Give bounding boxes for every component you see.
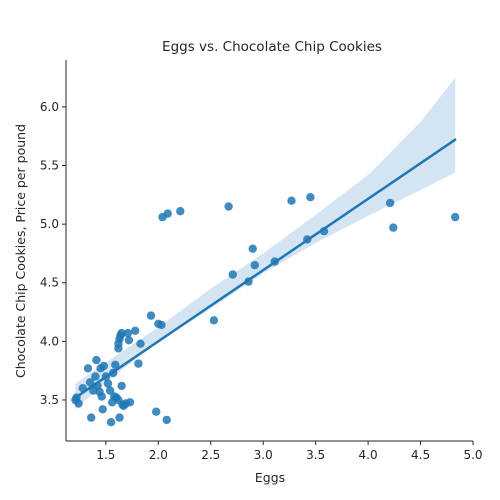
data-point-16 <box>100 362 108 370</box>
x-tick-label: 4.0 <box>359 448 378 462</box>
data-point-53 <box>229 270 237 278</box>
data-point-49 <box>164 209 172 217</box>
data-points <box>71 193 459 426</box>
y-tick-label: 4.5 <box>40 276 59 290</box>
data-point-9 <box>91 372 99 380</box>
x-axis-label: Eggs <box>255 470 285 485</box>
data-point-15 <box>99 405 107 413</box>
data-point-64 <box>451 213 459 221</box>
y-tick-label: 4.0 <box>40 334 59 348</box>
data-point-62 <box>386 199 394 207</box>
chart-title: Eggs vs. Chocolate Chip Cookies <box>162 39 382 55</box>
x-tick-label: 2.0 <box>149 448 168 462</box>
x-tick-label: 3.5 <box>306 448 325 462</box>
y-tick-label: 6.0 <box>40 100 59 114</box>
data-point-60 <box>306 193 314 201</box>
data-point-58 <box>287 197 295 205</box>
x-tick-label: 2.5 <box>201 448 220 462</box>
data-point-63 <box>389 223 397 231</box>
data-point-50 <box>176 207 184 215</box>
data-point-51 <box>210 316 218 324</box>
regression-line <box>75 140 455 398</box>
data-point-39 <box>126 398 134 406</box>
data-point-52 <box>224 202 232 210</box>
data-point-46 <box>157 321 165 329</box>
plot-area <box>71 78 459 427</box>
data-point-42 <box>136 340 144 348</box>
data-point-33 <box>117 382 125 390</box>
data-point-48 <box>163 416 171 424</box>
x-tick-label: 1.5 <box>96 448 115 462</box>
y-tick-label: 3.5 <box>40 393 59 407</box>
x-tick-label: 3.0 <box>254 448 273 462</box>
y-tick-label: 5.0 <box>40 217 59 231</box>
data-point-40 <box>131 327 139 335</box>
x-tick-label: 4.5 <box>411 448 430 462</box>
data-point-3 <box>74 399 82 407</box>
data-point-44 <box>152 408 160 416</box>
data-point-55 <box>249 245 257 253</box>
y-axis-ticks: 3.5 4.0 4.5 5.0 5.5 6.0 <box>40 100 66 407</box>
data-point-20 <box>107 418 115 426</box>
data-point-41 <box>134 359 142 367</box>
data-point-43 <box>147 311 155 319</box>
y-tick-label: 5.5 <box>40 159 59 173</box>
data-point-5 <box>84 364 92 372</box>
data-point-14 <box>98 392 106 400</box>
data-point-7 <box>87 413 95 421</box>
data-point-10 <box>92 356 100 364</box>
data-point-30 <box>115 413 123 421</box>
data-point-37 <box>124 329 132 337</box>
x-tick-label: 5.0 <box>463 448 482 462</box>
x-axis-ticks: 1.5 2.0 2.5 3.0 3.5 4.0 4.5 5.0 <box>96 441 482 462</box>
data-point-56 <box>251 261 259 269</box>
data-point-38 <box>125 336 133 344</box>
y-axis-label: Chocolate Chip Cookies, Price per pound <box>13 124 28 378</box>
